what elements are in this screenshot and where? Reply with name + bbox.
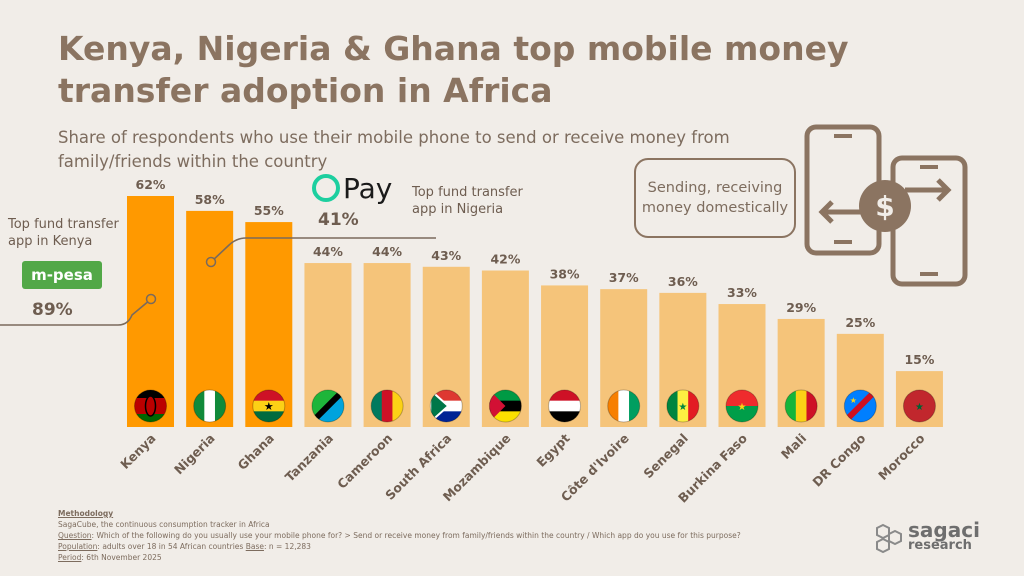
- category-label-senegal: Senegal: [640, 431, 691, 482]
- population-label: Population: [58, 542, 98, 551]
- value-label-morocco: 15%: [904, 352, 934, 367]
- flag-mozambique-icon: [488, 389, 522, 423]
- category-label-mali: Mali: [778, 431, 809, 462]
- period-label: Period: [58, 553, 82, 562]
- category-label-kenya: Kenya: [117, 431, 158, 472]
- flag-c-te-d-ivoire-icon: [607, 389, 641, 423]
- value-label-burkina-faso: 33%: [727, 285, 757, 300]
- category-label-nigeria: Nigeria: [171, 431, 218, 478]
- category-label-egypt: Egypt: [533, 431, 572, 470]
- methodology-line: SagaCube, the continuous consumption tra…: [58, 520, 270, 529]
- value-label-ghana: 55%: [254, 203, 284, 218]
- flag-morocco-icon: ★: [902, 389, 936, 423]
- methodology: Methodology SagaCube, the continuous con…: [58, 508, 741, 563]
- base-text: : n = 12,283: [263, 542, 311, 551]
- sagaci-logo: sagaci research: [874, 518, 984, 558]
- svg-text:★: ★: [850, 396, 857, 405]
- population-text: : adults over 18 in 54 African countries: [97, 542, 246, 551]
- nigeria-connector-line: [210, 237, 436, 263]
- page-subtitle: Share of respondents who use their mobil…: [58, 128, 730, 171]
- value-label-mali: 29%: [786, 300, 816, 315]
- period-text: : 6th November 2025: [81, 553, 162, 562]
- value-label-mozambique: 42%: [490, 252, 520, 267]
- kenya-callout-text: Top fund transfer app in Kenya: [8, 217, 119, 249]
- kenya-app-share: 89%: [32, 300, 73, 320]
- flag-south-africa-icon: [429, 389, 463, 423]
- flag-burkina-faso-icon: ★: [725, 389, 759, 423]
- logo-word-research: research: [908, 538, 972, 553]
- kenya-connector-dot: [145, 293, 157, 305]
- question-text: : Which of the following do you usually …: [91, 531, 741, 540]
- flag-cameroon-icon: [370, 389, 404, 423]
- value-label-tanzania: 44%: [313, 244, 343, 259]
- opay-logo-text: Pay: [343, 172, 393, 205]
- methodology-heading: Methodology: [58, 509, 114, 518]
- svg-text:★: ★: [915, 402, 924, 413]
- flag-nigeria-icon: [193, 389, 227, 423]
- bar-kenya: [127, 196, 174, 427]
- value-label-kenya: 62%: [136, 177, 166, 192]
- value-label-egypt: 38%: [550, 266, 580, 281]
- mpesa-logo: m-pesa: [22, 261, 102, 289]
- nigeria-connector-dot: [205, 256, 217, 268]
- flag-egypt-icon: [548, 389, 582, 423]
- svg-text:★: ★: [264, 400, 274, 413]
- flag-mali-icon: [784, 389, 818, 423]
- sending-receiving-pill: Sending, receiving money domestically: [634, 158, 796, 238]
- flag-tanzania-icon: [311, 389, 345, 423]
- svg-text:★: ★: [738, 402, 747, 413]
- flag-senegal-icon: ★: [666, 389, 700, 423]
- flag-kenya-icon: [134, 389, 167, 423]
- nigeria-callout-text: Top fund transfer app in Nigeria: [412, 185, 523, 217]
- value-label-nigeria: 58%: [195, 192, 225, 207]
- question-label: Question: [58, 531, 92, 540]
- base-label: Base: [245, 542, 264, 551]
- flag-ghana-icon: ★: [252, 389, 286, 423]
- value-label-south-africa: 43%: [431, 248, 461, 263]
- logo-word-sagaci: sagaci: [908, 518, 980, 542]
- value-label-c-te-d-ivoire: 37%: [609, 270, 639, 285]
- category-label-ghana: Ghana: [235, 431, 277, 473]
- value-label-cameroon: 44%: [372, 244, 402, 259]
- category-label-tanzania: Tanzania: [282, 431, 336, 485]
- opay-logo: Pay: [312, 172, 392, 205]
- category-label-morocco: Morocco: [875, 430, 928, 483]
- opay-o-icon: [312, 174, 340, 202]
- category-label-dr-congo: DR Congo: [809, 430, 868, 489]
- hexagon-logo-icon: [876, 523, 902, 554]
- svg-text:★: ★: [678, 402, 687, 413]
- page-title: Kenya, Nigeria & Ghana top mobile money …: [58, 29, 849, 110]
- kenya-connector-line: [0, 299, 151, 326]
- value-label-dr-congo: 25%: [845, 315, 875, 330]
- nigeria-app-share: 41%: [318, 210, 359, 230]
- svg-text:$: $: [875, 190, 894, 223]
- value-label-senegal: 36%: [668, 274, 698, 289]
- phone-transfer-icon: $: [804, 124, 968, 287]
- category-label-cameroon: Cameroon: [334, 431, 395, 492]
- flag-dr-congo-icon: ★: [843, 389, 877, 423]
